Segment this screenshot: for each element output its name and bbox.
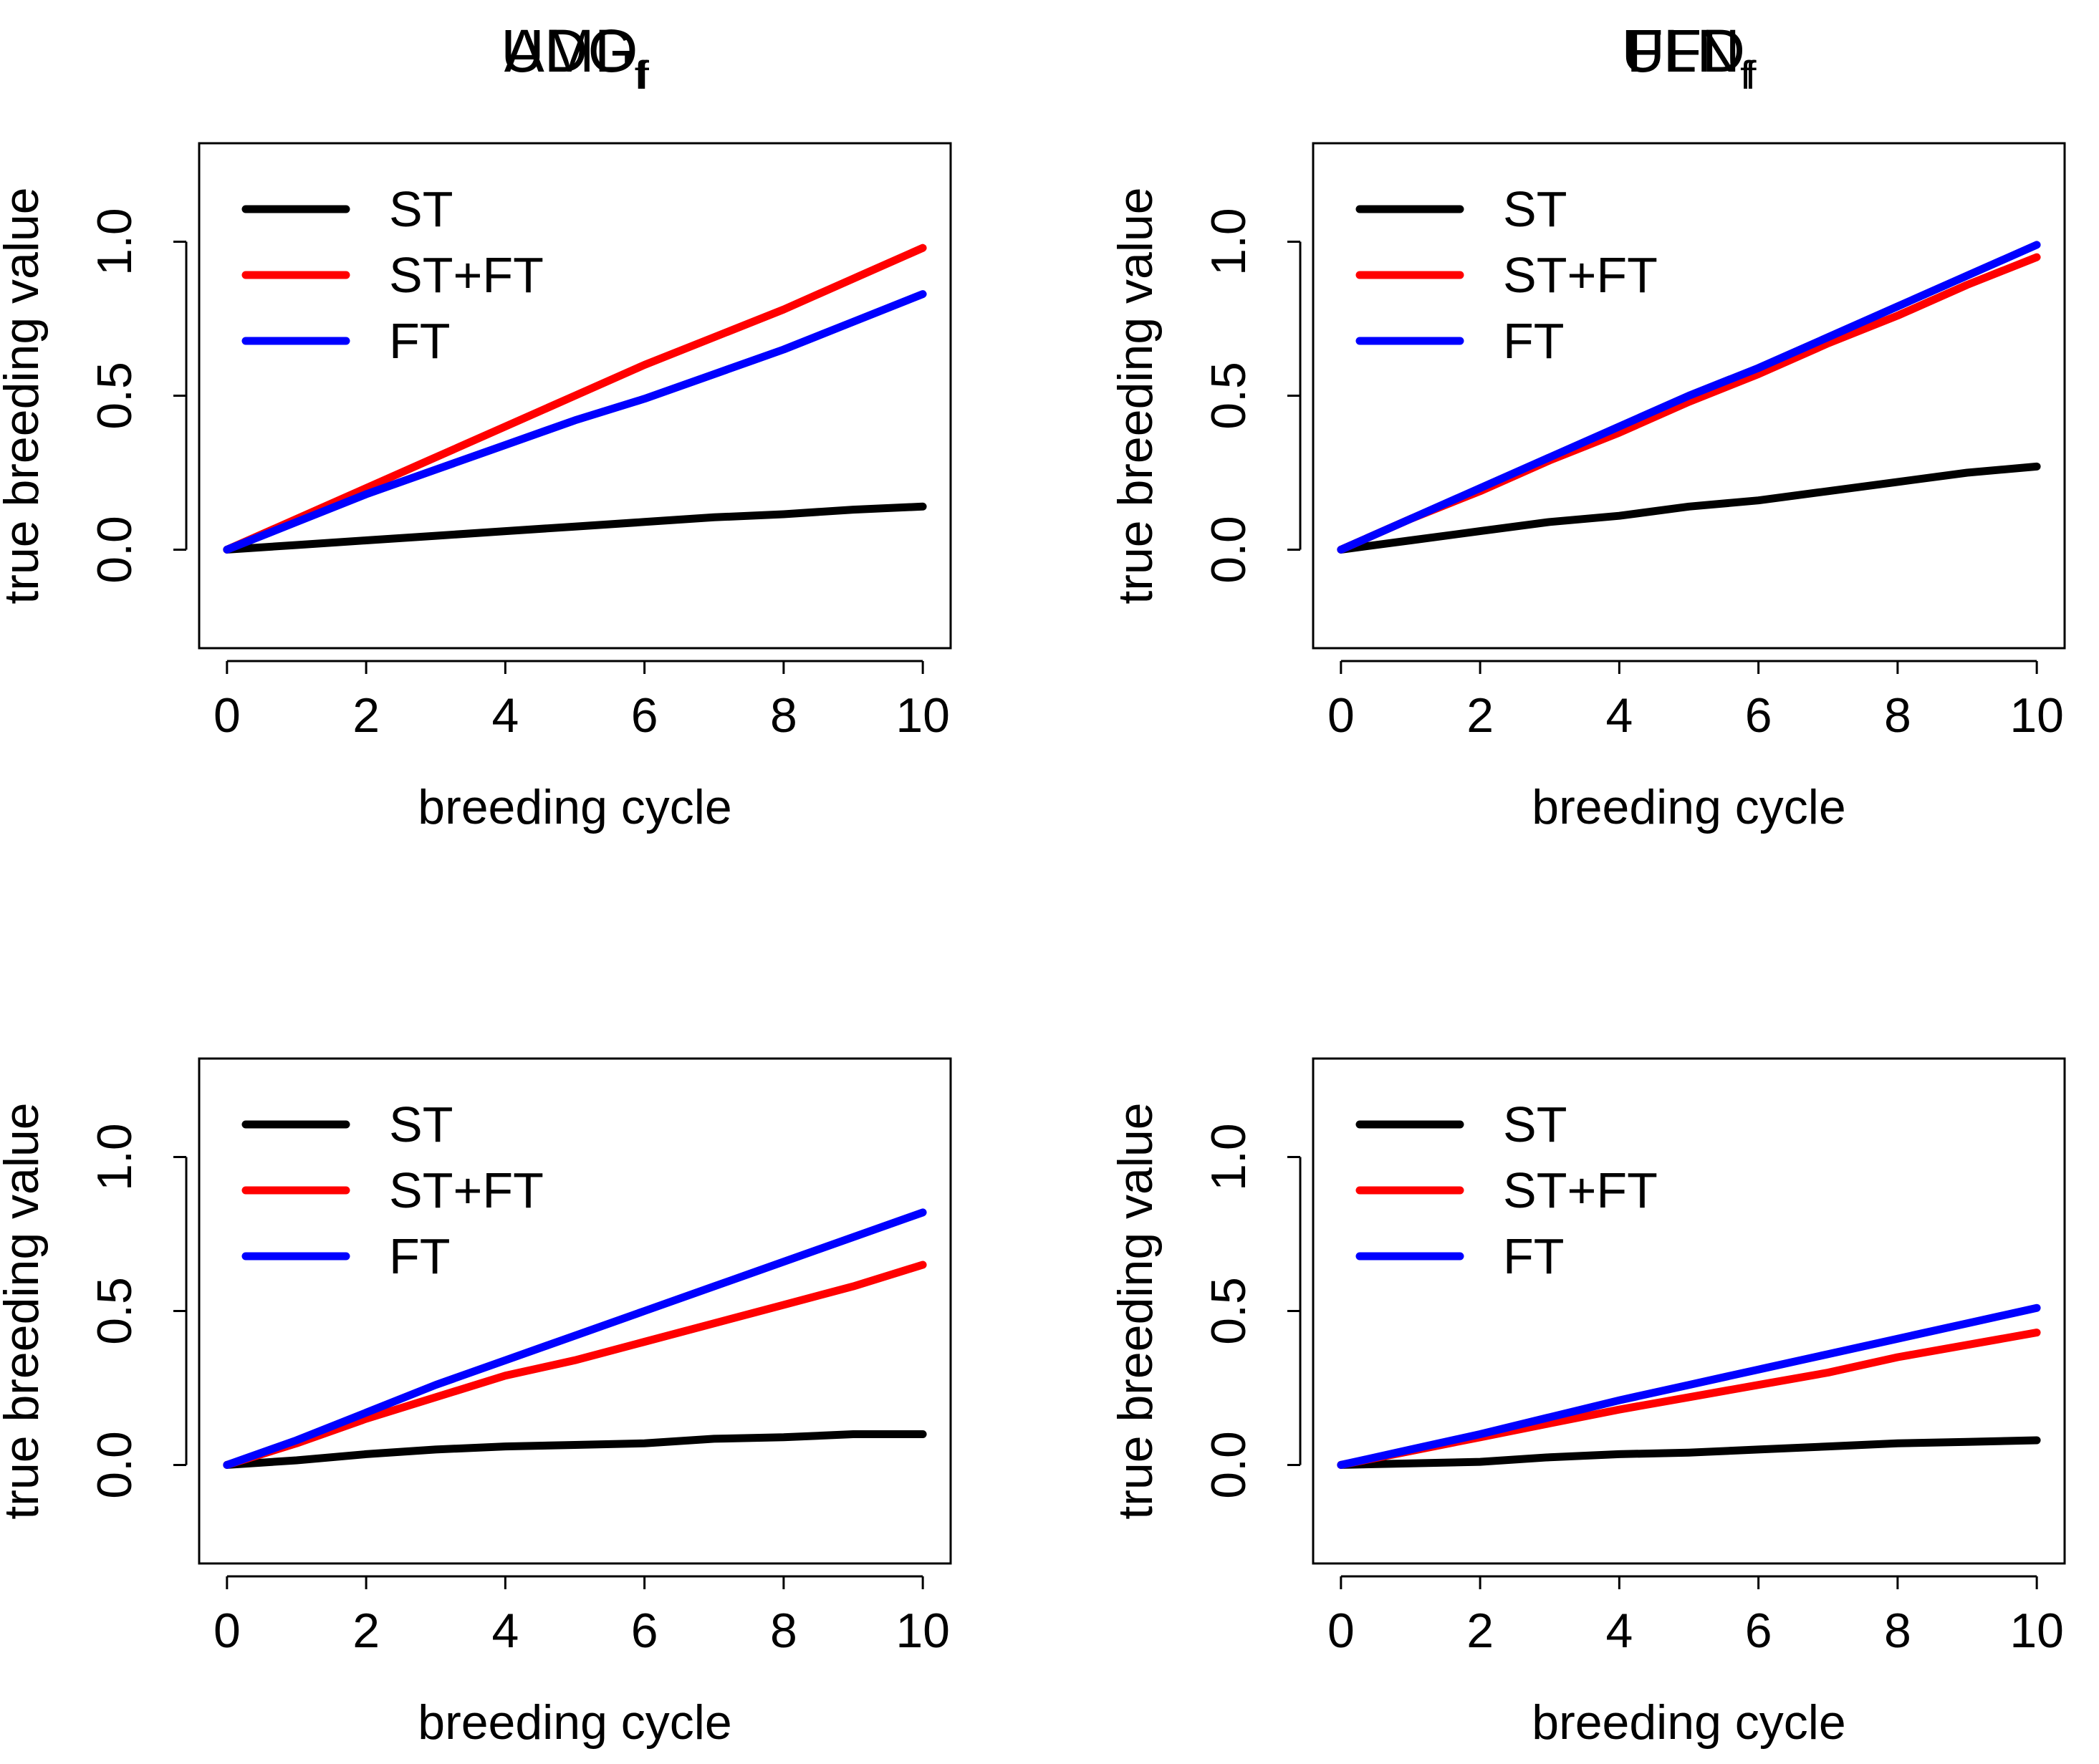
chart-3-legend: ST ST+FT FT: [1355, 1097, 1658, 1284]
chart-3-x-tick-label-3: 6: [1745, 1604, 1772, 1658]
chart-3-y-axis-label: true breeding value: [1108, 1102, 1163, 1519]
chart-2-series-ft-line: [223, 1208, 927, 1469]
chart-0-x-tick-label-1: 2: [352, 688, 380, 743]
chart-2-title-sub: f: [638, 52, 649, 97]
chart-0-title: ADGf: [504, 17, 646, 97]
chart-0-x-tick-label-4: 8: [770, 688, 797, 743]
chart-0-y-tick-label-2: 1.0: [87, 208, 142, 276]
chart-1-y-tick-label-0: 0.0: [1201, 516, 1256, 584]
chart-3-title-main: UFD: [1621, 17, 1745, 85]
chart-3-x-tick-label-0: 0: [1327, 1604, 1355, 1658]
chart-1-x-tick-label-1: 2: [1466, 688, 1494, 743]
chart-1-legend-st-ft-label: ST+FT: [1503, 247, 1658, 303]
chart-2-legend-st-ft-label: ST+FT: [389, 1162, 544, 1218]
chart-2-x-tick-label-3: 6: [631, 1604, 658, 1658]
chart-3-x-tick-label-5: 10: [2009, 1604, 2064, 1658]
chart-2-title-main: UMD: [501, 17, 638, 85]
chart-3-y-tick-label-0: 0.0: [1201, 1431, 1256, 1499]
chart-0-legend-st-label: ST: [389, 181, 453, 237]
chart-3-legend-st-label: ST: [1503, 1097, 1567, 1152]
chart-2-series-st-line: [223, 1430, 927, 1469]
chart-2-legend: ST ST+FT FT: [241, 1097, 544, 1284]
chart-0-x-tick-label-0: 0: [213, 688, 241, 743]
chart-0-series-st-ft-line: [223, 244, 927, 554]
chart-1-plot-frame: [1312, 142, 2066, 650]
chart-2-x-axis-label: breeding cycle: [418, 1695, 731, 1750]
chart-1-legend: ST ST+FT FT: [1355, 181, 1658, 369]
chart-1-x-tick-label-3: 6: [1745, 688, 1772, 743]
chart-1-x-axis-label: breeding cycle: [1532, 780, 1845, 834]
chart-3-x-tick-label-2: 4: [1605, 1604, 1633, 1658]
chart-0-y-tick-label-0: 0.0: [87, 516, 142, 584]
chart-3-legend-ft-label: FT: [1503, 1228, 1565, 1284]
chart-1-x-tick-label-0: 0: [1327, 688, 1355, 743]
chart-0-legend-ft-label: FT: [389, 313, 451, 369]
chart-2-legend-ft-label: FT: [389, 1228, 451, 1284]
chart-0-title-sub: f: [635, 52, 646, 97]
chart-2-y-tick-label-2: 1.0: [87, 1123, 142, 1191]
chart-1-x-tick-label-5: 10: [2009, 688, 2064, 743]
chart-0-x-tick-label-3: 6: [631, 688, 658, 743]
chart-3-x-tick-label-1: 2: [1466, 1604, 1494, 1658]
chart-2-x-tick-label-0: 0: [213, 1604, 241, 1658]
chart-2-x-tick-label-2: 4: [491, 1604, 519, 1658]
chart-3-title-sub: f: [1745, 52, 1757, 97]
chart-1: FLNf 0 2 4 6 8 10 breeding cycle 0.0 0.5 1.0 true b…: [1108, 17, 2066, 834]
chart-1-x-tick-label-2: 4: [1605, 688, 1633, 743]
chart-3-series-ft-line: [1337, 1303, 2041, 1469]
chart-1-x-tick-label-4: 8: [1884, 688, 1911, 743]
chart-0-x-tick-label-2: 4: [491, 688, 519, 743]
chart-2-plot-frame: [198, 1057, 952, 1565]
chart-0-y-tick-label-1: 0.5: [87, 362, 142, 430]
chart-2-x-tick-label-5: 10: [895, 1604, 950, 1658]
chart-2-legend-st-label: ST: [389, 1097, 453, 1152]
chart-1-legend-ft-label: FT: [1503, 313, 1565, 369]
chart-2: UMDf 0 2 4 6 8 10 breeding cycle 0.0 0.5 1.0 true b…: [0, 17, 952, 1750]
chart-2-title: UMDf: [501, 17, 649, 97]
chart-1-legend-st-label: ST: [1503, 181, 1567, 237]
chart-1-title-main: FLN: [1626, 17, 1740, 85]
chart-0-series-ft-line: [223, 290, 927, 554]
chart-0-y-axis-label: true breeding value: [0, 187, 49, 604]
chart-1-y-tick-label-1: 0.5: [1201, 362, 1256, 430]
chart-3-series-st-line: [1337, 1436, 2041, 1469]
chart-2-series-st-ft-line: [223, 1261, 927, 1469]
chart-3-legend-st-ft-label: ST+FT: [1503, 1162, 1658, 1218]
chart-1-title-sub: f: [1740, 52, 1752, 97]
chart-2-y-tick-label-1: 0.5: [87, 1277, 142, 1345]
chart-1-title: FLNf: [1626, 17, 1752, 97]
chart-0: ADGf 0 2 4 6 8 10 breeding cycle 0.0 0.5 1.0 true b…: [0, 17, 952, 834]
chart-2-y-tick-label-0: 0.0: [87, 1431, 142, 1499]
chart-3-x-axis-label: breeding cycle: [1532, 1695, 1845, 1750]
chart-2-y-axis-label: true breeding value: [0, 1102, 49, 1519]
chart-3-title: UFDf: [1621, 17, 1757, 97]
chart-1-series-ft-line: [1337, 241, 2041, 554]
chart-2-x-tick-label-1: 2: [352, 1604, 380, 1658]
chart-0-x-tick-label-5: 10: [895, 688, 950, 743]
chart-1-y-axis-label: true breeding value: [1108, 187, 1163, 604]
chart-0-x-axis-label: breeding cycle: [418, 780, 731, 834]
chart-0-legend: ST ST+FT FT: [241, 181, 544, 369]
chart-0-title-main: ADG: [504, 17, 635, 85]
chart-1-y-tick-label-2: 1.0: [1201, 208, 1256, 276]
chart-3-y-tick-label-2: 1.0: [1201, 1123, 1256, 1191]
chart-2-x-tick-label-4: 8: [770, 1604, 797, 1658]
chart-3-plot-frame: [1312, 1057, 2066, 1565]
chart-3: UFDf 0 2 4 6 8 10 breeding cycle 0.0 0.5 1.0 true b…: [1108, 17, 2066, 1750]
chart-1-series-st-line: [1337, 462, 2041, 554]
chart-0-legend-st-ft-label: ST+FT: [389, 247, 544, 303]
chart-0-series-st-line: [223, 502, 927, 554]
chart-3-x-tick-label-4: 8: [1884, 1604, 1911, 1658]
chart-3-y-tick-label-1: 0.5: [1201, 1277, 1256, 1345]
chart-0-plot-frame: [198, 142, 952, 650]
